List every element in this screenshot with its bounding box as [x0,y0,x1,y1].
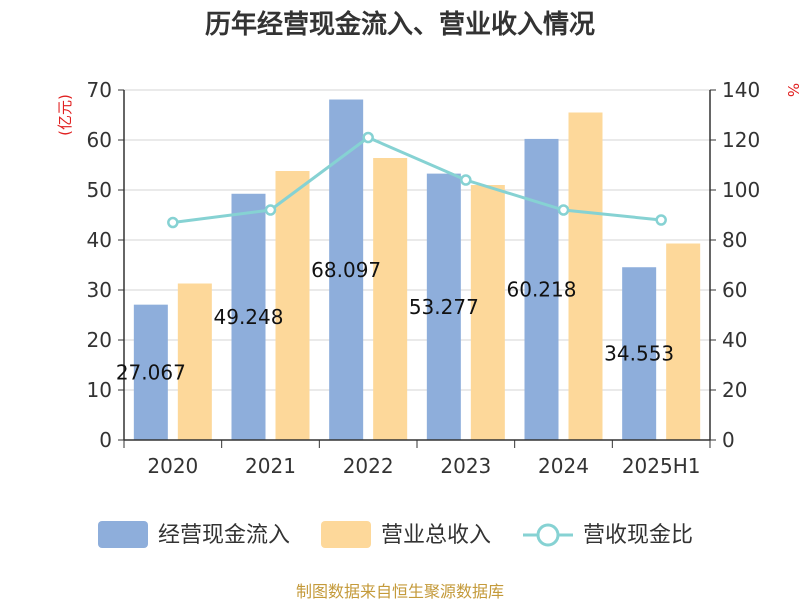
y-right-tick-label: 80 [722,228,747,252]
legend-label-ratio: 营收现金比 [583,523,693,548]
legend-swatch-cash-inflow [98,521,148,548]
legend-swatch-revenue [321,521,371,548]
legend-label-cash-inflow: 经营现金流入 [158,523,290,548]
bar-cash-inflow [524,138,559,440]
bar-revenue [275,171,310,440]
bar-revenue [373,158,408,440]
bar-revenue [470,185,505,440]
gridlines [124,89,710,391]
y-left-tick-label: 0 [99,428,112,452]
data-label-cash-inflow: 27.067 [116,360,186,384]
y-right-tick-label: 140 [722,78,760,102]
data-label-cash-inflow: 49.248 [214,305,284,329]
y-right-unit: % [784,83,800,97]
legend-label-revenue: 营业总收入 [381,523,491,548]
line-ratio [172,135,662,224]
bar-revenue [666,243,701,440]
source-note: 制图数据来自恒生聚源数据库 [296,582,504,600]
y-left-tick-label: 40 [87,228,112,252]
legend: 经营现金流入 营业总收入 营收现金比 [98,521,693,548]
x-tick-label: 2024 [538,454,589,478]
x-tick-label: 2025H1 [622,454,701,478]
line-ratio-point [460,174,472,186]
line-ratio-point [362,131,374,144]
x-tick-label: 2022 [343,454,394,478]
y-left-unit: (亿元) [56,94,74,136]
data-label-cash-inflow: 60.218 [507,277,577,301]
line-ratio-point [557,204,570,216]
bar-cash-inflow [426,173,461,441]
x-tick-label: 2023 [440,454,491,478]
data-label-cash-inflow: 34.553 [604,342,674,366]
line-ratio-point [264,204,277,216]
bar-cash-inflow [329,99,364,440]
y-right-tick-label: 40 [722,328,747,352]
bar-revenue [568,112,603,440]
y-right-tick-label: 60 [722,278,747,302]
bar-revenue [177,283,212,440]
line-ratio-point [167,216,179,229]
line-layer [167,131,667,229]
bars-layer [133,99,701,441]
line-ratio-point [655,214,667,226]
bar-cash-inflow [133,304,168,440]
x-tick-label: 2020 [147,454,198,478]
y-left-tick-label: 20 [87,328,112,352]
y-left-tick-label: 50 [87,178,112,202]
bar-cash-inflow [622,267,657,440]
axes: 0 10 20 30 40 50 60 70 0 20 40 60 80 100 120 140 2020 202… [87,78,761,478]
y-right-tick-label: 100 [722,178,760,202]
y-right-tick-label: 0 [722,428,735,452]
y-left-tick-label: 10 [87,378,112,402]
y-left-tick-label: 30 [87,278,112,302]
data-label-cash-inflow: 53.277 [409,295,479,319]
x-tick-label: 2021 [245,454,296,478]
chart-title: 历年经营现金流入、营业收入情况 [205,9,595,40]
data-labels-layer: 27.067 49.248 68.097 53.277 60.218 34.553 [116,258,674,385]
data-label-cash-inflow: 68.097 [311,258,381,282]
y-left-tick-label: 60 [87,128,112,152]
y-right-tick-label: 120 [722,128,760,152]
bar-cash-inflow [231,193,266,440]
y-right-tick-label: 20 [722,378,747,402]
legend-marker-ratio [536,523,560,547]
y-left-tick-label: 70 [87,78,112,102]
